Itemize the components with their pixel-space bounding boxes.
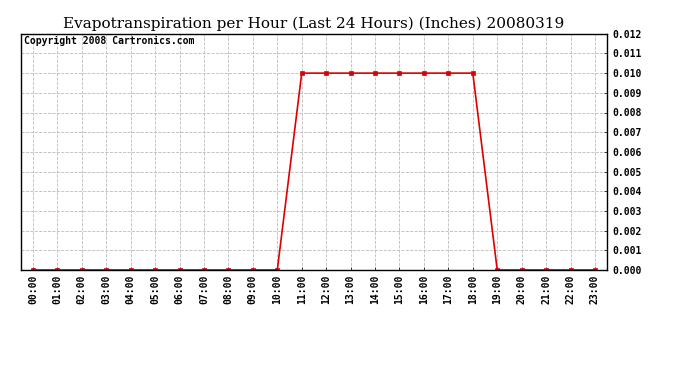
Text: Copyright 2008 Cartronics.com: Copyright 2008 Cartronics.com — [23, 36, 194, 46]
Title: Evapotranspiration per Hour (Last 24 Hours) (Inches) 20080319: Evapotranspiration per Hour (Last 24 Hou… — [63, 17, 564, 31]
